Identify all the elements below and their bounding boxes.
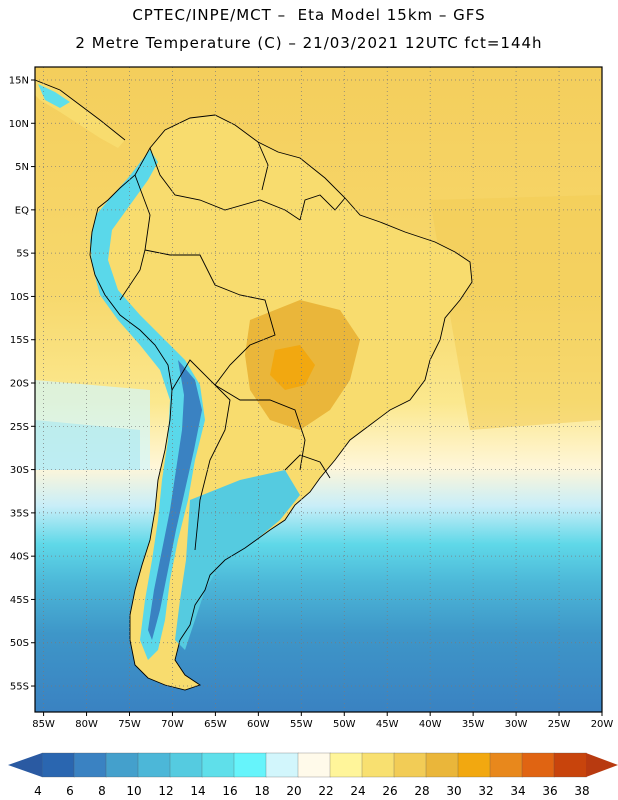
lat-tick-label: 10N — [9, 119, 29, 130]
colorbar-swatch — [137, 752, 171, 778]
lat-tick-label: 40S — [10, 552, 29, 563]
andes-cold-core — [148, 360, 202, 640]
central-america-highlands — [38, 84, 70, 108]
patagonia-cool-area — [175, 470, 300, 650]
lon-tick-label: 75W — [118, 719, 141, 730]
colorbar-label: 28 — [414, 784, 429, 798]
lon-tick-label: 35W — [462, 719, 485, 730]
lat-tick-label: 20S — [10, 379, 29, 390]
colorbar-swatch — [425, 752, 459, 778]
lon-tick-label: 65W — [204, 719, 227, 730]
colorbar-swatch — [233, 752, 267, 778]
lon-tick-label: 50W — [333, 719, 356, 730]
lon-tick-label: 25W — [548, 719, 571, 730]
lat-tick-label: 15S — [10, 335, 29, 346]
lat-tick-label: 50S — [10, 638, 29, 649]
map-title-line-2: 2 Metre Temperature (C) – 21/03/2021 12U… — [75, 34, 543, 52]
colorbar-label: 18 — [254, 784, 269, 798]
lon-tick-label: 45W — [376, 719, 399, 730]
colorbar-label: 20 — [286, 784, 301, 798]
lon-tick-label: 80W — [75, 719, 98, 730]
map-title-line-1: CPTEC/INPE/MCT – Eta Model 15km – GFS — [132, 6, 486, 24]
lat-tick-label: 15N — [9, 75, 29, 86]
lon-tick-label: 20W — [591, 719, 614, 730]
lat-tick-label: 30S — [10, 465, 29, 476]
colorbar-label: 8 — [98, 784, 106, 798]
colorbar-swatch — [553, 752, 587, 778]
colorbar-label: 32 — [478, 784, 493, 798]
colorbar-label: 14 — [190, 784, 205, 798]
country-borders — [35, 79, 473, 691]
colorbar-label: 30 — [446, 784, 461, 798]
colorbar-label: 22 — [318, 784, 333, 798]
colorbar-swatch — [265, 752, 299, 778]
lon-tick-label: 70W — [161, 719, 184, 730]
temperature-map: 15N 10N 5N EQ 5S 10S 15S 20S 25S 30S 35S 40S 45S 50S 5… — [9, 66, 613, 730]
colorbar-label: 34 — [510, 784, 525, 798]
colorbar-label: 4 — [34, 784, 42, 798]
pacific-cold-area — [35, 420, 140, 470]
colorbar-swatch — [393, 752, 427, 778]
lat-tick-label: 35S — [10, 508, 29, 519]
lat-tick-label: 45S — [10, 595, 29, 606]
lat-tick-label: EQ — [15, 205, 29, 216]
lon-tick-label: 60W — [247, 719, 270, 730]
colorbar-swatch — [361, 752, 395, 778]
colorbar-label: 36 — [542, 784, 557, 798]
colorbar-label: 12 — [158, 784, 173, 798]
latitude-axis: 15N 10N 5N EQ 5S 10S 15S 20S 25S 30S 35S 40S 45S 50S 5… — [9, 75, 35, 693]
lon-tick-label: 55W — [290, 719, 313, 730]
lat-tick-label: 25S — [10, 422, 29, 433]
colorbar-swatch — [169, 752, 203, 778]
colorbar-label: 6 — [66, 784, 74, 798]
colorbar-label: 38 — [574, 784, 589, 798]
lat-tick-label: 55S — [10, 682, 29, 693]
lon-tick-label: 40W — [419, 719, 442, 730]
graticule — [35, 67, 602, 712]
colorbar-swatch — [73, 752, 107, 778]
colorbar-high-arrow — [586, 753, 618, 777]
colorbar-swatch — [329, 752, 363, 778]
colorbar-swatch — [521, 752, 555, 778]
temperature-colorbar: 4 6 8 10 12 14 16 18 20 22 24 26 28 30 32 34 36 38 — [8, 752, 618, 798]
colorbar-swatch — [489, 752, 523, 778]
hot-spot — [270, 345, 315, 390]
lat-tick-label: 10S — [10, 292, 29, 303]
colorbar-swatch — [457, 752, 491, 778]
map-frame — [34, 66, 603, 713]
colorbar-swatch — [105, 752, 139, 778]
lon-tick-label: 30W — [505, 719, 528, 730]
lon-tick-label: 85W — [32, 719, 55, 730]
colorbar-label: 26 — [382, 784, 397, 798]
lat-tick-label: 5N — [15, 162, 29, 173]
andes-cool-strip — [90, 150, 205, 660]
colorbar-swatch — [41, 752, 75, 778]
colorbar-label: 16 — [222, 784, 237, 798]
longitude-axis: 85W 80W 75W 70W 65W 60W 55W 50W 45W 40W 35W 30W 25W 2… — [32, 712, 613, 730]
colorbar-swatch — [297, 752, 331, 778]
lat-tick-label: 5S — [16, 249, 29, 260]
colorbar-swatch — [201, 752, 235, 778]
colorbar-label: 24 — [350, 784, 365, 798]
colorbar-label: 10 — [126, 784, 141, 798]
colorbar-low-arrow — [8, 753, 42, 777]
